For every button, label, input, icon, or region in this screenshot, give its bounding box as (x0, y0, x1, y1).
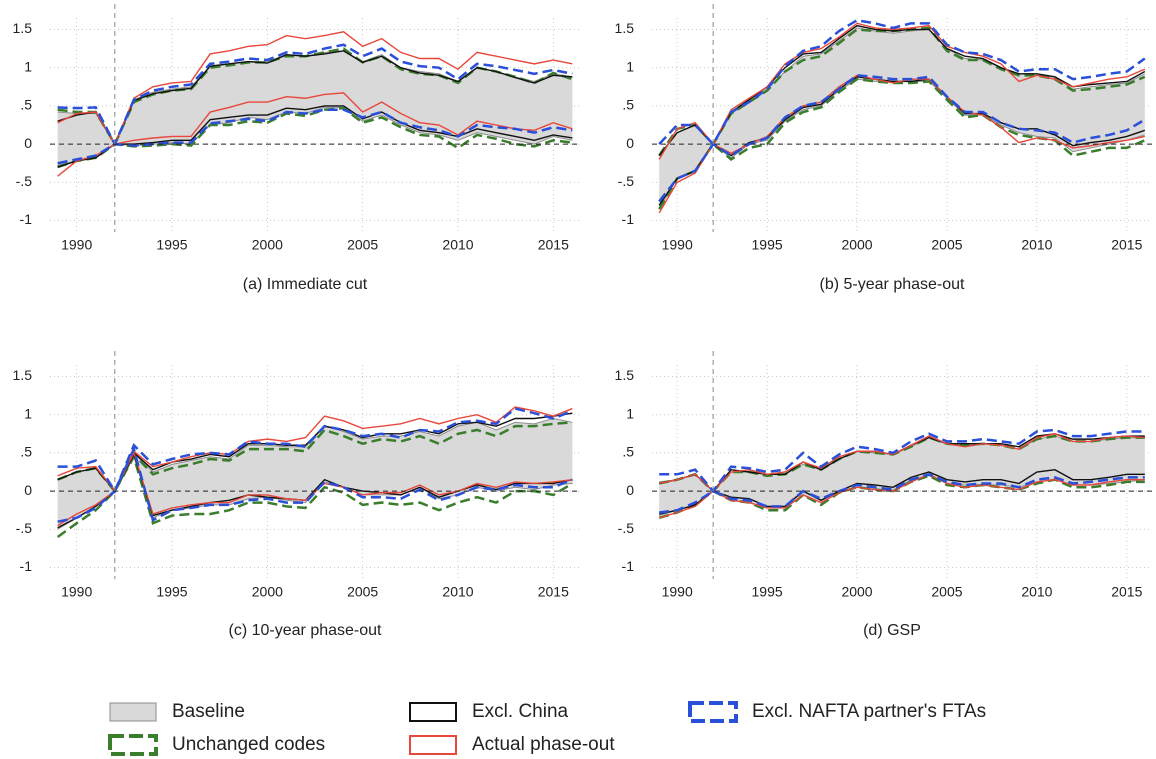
y-tick-label: .5 (20, 97, 32, 113)
bound-line (658, 74, 1146, 203)
panel-title: (c) 10-year phase-out (229, 622, 383, 639)
bound-line (658, 434, 1145, 493)
y-tick-label: 1 (626, 58, 634, 74)
bound-line (57, 108, 573, 165)
bound-line (57, 92, 573, 177)
x-tick-label: 2010 (1021, 584, 1052, 600)
x-tick-label: 1990 (61, 584, 92, 600)
bound-line (57, 43, 573, 148)
legend-label: Actual phase-out (472, 734, 615, 755)
y-tick-label: 1 (626, 405, 634, 421)
x-tick-label: 2010 (442, 584, 473, 600)
y-tick-label: -.5 (618, 520, 635, 536)
bound-line (658, 473, 1145, 519)
y-tick-label: 0 (24, 135, 32, 151)
y-tick-label: 0 (626, 482, 634, 498)
x-tick-label: 2000 (841, 584, 872, 600)
x-tick-label: 1990 (662, 584, 693, 600)
bound-line (57, 406, 573, 493)
bound-line (658, 22, 1146, 160)
legend-swatch (109, 702, 157, 722)
y-tick-label: -1 (20, 558, 33, 574)
legend-label: Excl. NAFTA partner's FTAs (752, 701, 986, 722)
x-tick-label: 2015 (1111, 584, 1142, 600)
legend-swatch (688, 701, 738, 723)
bound-line (57, 50, 573, 146)
y-tick-label: -.5 (16, 520, 33, 536)
y-tick-label: -.5 (16, 173, 33, 189)
bound-line (658, 77, 1146, 210)
bound-line (659, 472, 1145, 514)
x-tick-label: 1990 (662, 237, 693, 253)
x-tick-label: 1995 (156, 584, 187, 600)
legend-swatch (108, 734, 158, 756)
y-tick-label: .5 (622, 97, 634, 113)
panel-title: (a) Immediate cut (243, 276, 368, 293)
legend-swatch (409, 735, 457, 755)
x-tick-label: 2010 (1021, 237, 1052, 253)
x-tick-label: 2015 (538, 237, 569, 253)
bound-line (659, 468, 1145, 515)
y-tick-label: -1 (622, 558, 635, 574)
y-tick-label: -1 (20, 211, 33, 227)
bound-line (659, 433, 1145, 493)
y-tick-label: -1 (622, 211, 635, 227)
bound-line (56, 453, 574, 538)
x-tick-label: 2000 (841, 237, 872, 253)
legend-label: Baseline (172, 701, 245, 722)
x-tick-label: 2010 (442, 237, 473, 253)
bound-line (57, 47, 573, 147)
y-tick-label: 1.5 (13, 367, 33, 383)
band-fill (659, 436, 1145, 516)
y-tick-label: 1 (24, 405, 32, 421)
x-tick-label: 2015 (538, 584, 569, 600)
x-tick-label: 2000 (252, 237, 283, 253)
panel-title: (b) 5-year phase-out (820, 276, 966, 293)
x-tick-label: 2005 (931, 237, 962, 253)
y-tick-label: .5 (622, 444, 634, 460)
x-tick-label: 1990 (61, 237, 92, 253)
y-tick-label: 1.5 (615, 367, 635, 383)
bound-line (659, 428, 1145, 494)
legend-label: Excl. China (472, 701, 569, 722)
y-tick-label: -.5 (618, 173, 635, 189)
bound-line (57, 421, 573, 494)
bound-line (57, 105, 573, 168)
bound-line (658, 26, 1146, 157)
y-tick-label: 1.5 (615, 20, 635, 36)
x-tick-label: 2005 (347, 237, 378, 253)
legend-label: Unchanged codes (172, 734, 325, 755)
bound-line (658, 24, 1146, 157)
bound-line (57, 451, 573, 527)
band-fill (57, 418, 573, 530)
y-tick-label: 0 (24, 482, 32, 498)
legend-swatch (409, 702, 457, 722)
y-tick-label: .5 (20, 444, 32, 460)
x-tick-label: 2005 (347, 584, 378, 600)
band-fill (659, 27, 1145, 210)
x-tick-label: 2015 (1111, 237, 1142, 253)
panel-title: (d) GSP (863, 622, 921, 639)
y-tick-label: 0 (626, 135, 634, 151)
y-tick-label: 1.5 (13, 20, 33, 36)
x-tick-label: 2000 (252, 584, 283, 600)
bound-line (57, 31, 573, 146)
x-tick-label: 1995 (752, 237, 783, 253)
x-tick-label: 2005 (931, 584, 962, 600)
x-tick-label: 1995 (752, 584, 783, 600)
bound-line (57, 445, 573, 523)
bound-line (57, 407, 573, 494)
y-tick-label: 1 (24, 58, 32, 74)
x-tick-label: 1995 (156, 237, 187, 253)
